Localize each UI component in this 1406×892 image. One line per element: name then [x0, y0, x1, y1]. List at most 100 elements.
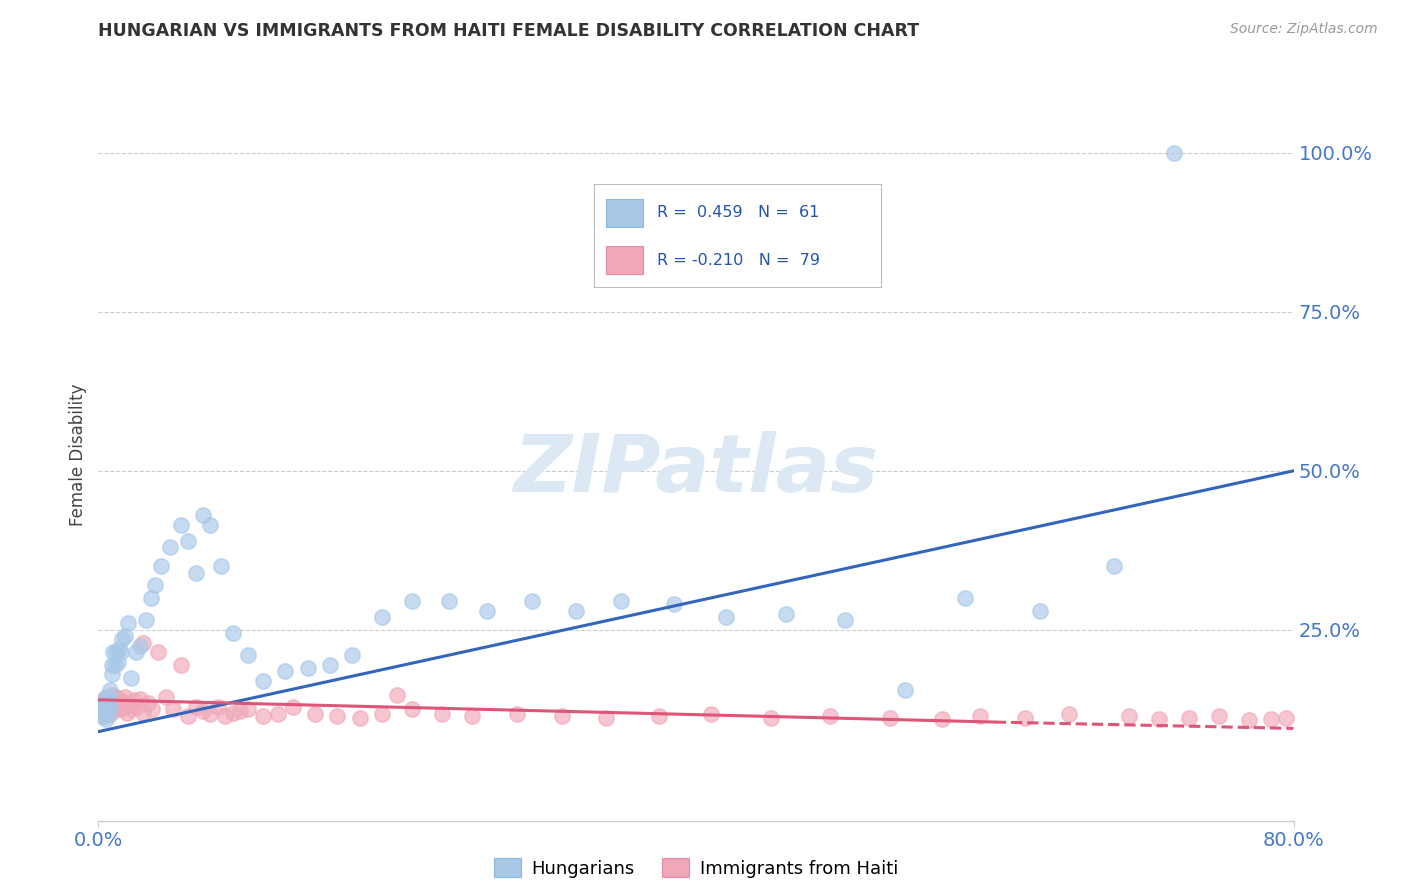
Point — [714, 610, 737, 624]
Point — [191, 704, 214, 718]
Point — [1163, 145, 1185, 160]
Point — [1275, 710, 1298, 724]
Point — [148, 645, 170, 659]
Point — [155, 690, 177, 704]
Point — [1260, 712, 1282, 726]
Point — [177, 533, 200, 548]
Point — [103, 645, 125, 659]
Point — [100, 683, 122, 698]
Point — [1104, 559, 1126, 574]
Point — [94, 690, 117, 704]
Point — [125, 645, 148, 659]
Point — [93, 708, 115, 723]
Point — [162, 702, 184, 716]
Point — [127, 700, 149, 714]
Point — [200, 517, 222, 532]
Point — [461, 708, 484, 723]
Point — [1118, 708, 1140, 723]
Point — [100, 706, 122, 721]
Point — [120, 671, 142, 685]
Point — [141, 702, 163, 716]
Point — [647, 708, 669, 723]
Point — [150, 559, 173, 574]
Point — [252, 673, 274, 688]
Point — [107, 655, 129, 669]
Point — [104, 657, 127, 672]
Point — [111, 694, 134, 708]
Point — [100, 699, 122, 714]
Point — [506, 706, 529, 721]
Point — [439, 594, 461, 608]
Point — [304, 706, 326, 721]
Point — [1028, 604, 1050, 618]
Point — [107, 700, 129, 714]
Point — [136, 696, 159, 710]
Point — [1208, 708, 1230, 723]
Point — [115, 706, 138, 720]
Point — [96, 702, 118, 716]
Point — [110, 645, 132, 659]
Point — [132, 706, 155, 720]
Point — [101, 688, 124, 702]
Point — [1178, 710, 1201, 724]
Point — [91, 702, 114, 716]
Point — [101, 667, 124, 681]
Point — [112, 700, 135, 714]
Point — [135, 613, 157, 627]
Point — [430, 706, 453, 721]
Point — [207, 700, 229, 714]
Y-axis label: Female Disability: Female Disability — [69, 384, 87, 526]
Point — [236, 648, 259, 663]
Point — [94, 696, 117, 710]
Point — [117, 616, 139, 631]
Point — [89, 699, 111, 714]
Point — [104, 698, 127, 712]
Point — [97, 706, 120, 721]
Point — [105, 645, 128, 659]
Point — [100, 693, 122, 707]
Point — [90, 708, 112, 723]
Point — [91, 693, 114, 707]
Point — [111, 632, 134, 647]
Point — [610, 594, 633, 608]
Point — [96, 694, 118, 708]
Point — [1014, 710, 1036, 724]
Point — [1237, 713, 1260, 727]
Point — [169, 517, 191, 532]
Point — [93, 693, 115, 707]
Point — [565, 604, 588, 618]
Point — [110, 702, 132, 716]
Text: HUNGARIAN VS IMMIGRANTS FROM HAITI FEMALE DISABILITY CORRELATION CHART: HUNGARIAN VS IMMIGRANTS FROM HAITI FEMAL… — [98, 22, 920, 40]
Point — [595, 710, 617, 724]
Point — [222, 706, 245, 720]
Point — [91, 702, 114, 716]
Point — [101, 699, 124, 714]
Point — [177, 708, 200, 723]
Point — [834, 613, 856, 627]
Point — [252, 708, 274, 723]
Point — [184, 566, 207, 580]
Point — [97, 700, 120, 714]
Point — [229, 704, 252, 718]
Point — [371, 610, 394, 624]
Point — [132, 635, 155, 649]
Point — [401, 702, 423, 716]
Point — [475, 604, 498, 618]
Point — [91, 699, 114, 714]
Point — [385, 688, 409, 702]
Point — [124, 693, 146, 707]
Point — [103, 693, 125, 707]
Point — [401, 594, 423, 608]
Point — [159, 540, 181, 554]
Text: ZIPatlas: ZIPatlas — [513, 431, 879, 508]
Point — [93, 696, 115, 710]
Point — [1059, 706, 1081, 721]
Point — [879, 710, 901, 724]
Point — [953, 591, 976, 605]
Point — [108, 691, 131, 706]
Point — [894, 683, 917, 698]
Point — [319, 657, 342, 672]
Point — [93, 706, 115, 720]
Point — [114, 629, 136, 643]
Point — [105, 690, 128, 704]
